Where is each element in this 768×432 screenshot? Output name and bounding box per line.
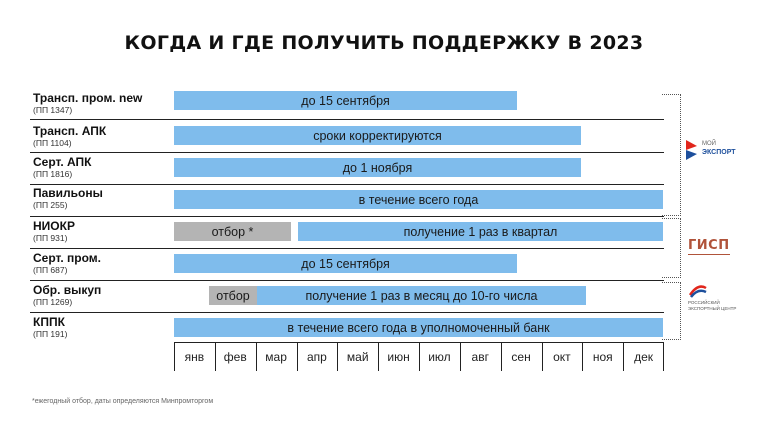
program-doc: (ПП 191) [33,329,68,339]
month-tick [296,343,298,371]
platform-bracket [662,282,681,340]
month-label: дек [634,350,654,364]
month-axis: янв фев мар апр май июн июл авг сен окт ноя дек [174,342,664,371]
month-tick [378,343,380,371]
footnote: *ежегодный отбор, даты определяются Минп… [32,398,214,405]
row-label: Трансп. пром. new (ПП 1347) [33,92,142,116]
program-name: Обр. выкуп [33,283,102,297]
row-label: Павильоны (ПП 255) [33,187,103,211]
row-separator [30,152,664,153]
timeline-bar: до 15 сентября [174,254,517,273]
month-tick [663,343,664,371]
month-label: ноя [592,350,613,364]
program-name: Серт. пром. [33,251,101,265]
selection-bar: отбор * [174,222,291,241]
timeline-bar: до 1 ноября [174,158,581,177]
month-tick [459,343,461,371]
month-label: сен [511,350,531,364]
month-tick [582,343,584,371]
timeline-bar: в течение всего года в уполномоченный ба… [174,318,663,337]
gisp-logo-text: ГИСП [688,238,730,253]
timeline-bar: сроки корректируются [174,126,581,145]
platform-bracket [662,94,681,216]
program-doc: (ПП 931) [33,233,68,243]
row-separator [30,119,664,120]
program-name: Трансп. пром. new [33,91,143,105]
month-tick [541,343,543,371]
month-tick [337,343,339,371]
selection-bar: отбор [209,286,257,305]
program-doc: (ПП 1347) [33,105,73,115]
rec-logo: РОССИЙСКИЙ ЭКСПОРТНЫЙ ЦЕНТР [688,283,744,317]
row-label: Серт. пром. (ПП 687) [33,252,101,276]
my-export-line1: МОЙ [702,141,716,147]
timeline-bar: получение 1 раз в месяц до 10-го числа [257,286,586,305]
month-label: окт [553,350,571,364]
row-label: НИОКР (ПП 931) [33,220,75,244]
row-separator [30,248,664,249]
my-export-logo: МОЙ ЭКСПОРТ [684,137,744,165]
my-export-icon [686,140,697,160]
month-label: май [346,350,369,364]
program-name: КППК [33,315,65,329]
month-tick [419,343,420,371]
program-name: Трансп. АПК [33,124,107,138]
month-label: апр [306,350,327,364]
program-doc: (ПП 1269) [33,297,73,307]
timeline-bar: в течение всего года [174,190,663,209]
program-doc: (ПП 687) [33,265,68,275]
program-name: НИОКР [33,219,75,233]
rec-line1: РОССИЙСКИЙ [688,300,720,305]
program-name: Павильоны [33,186,103,200]
timeline-bar: получение 1 раз в квартал [298,222,663,241]
timeline-bar: до 15 сентября [174,91,517,110]
program-doc: (ПП 1816) [33,169,73,179]
month-label: июл [428,350,451,364]
month-tick [623,343,625,371]
month-label: фев [223,350,247,364]
month-label: янв [184,350,205,364]
rec-emblem-icon [688,285,707,298]
month-label: авг [471,350,489,364]
row-label: Серт. АПК (ПП 1816) [33,156,91,180]
gisp-logo: ГИСП [688,238,732,258]
row-label: Обр. выкуп (ПП 1269) [33,284,101,308]
row-label: Трансп. АПК (ПП 1104) [33,125,106,149]
gisp-underline [688,254,730,255]
month-label: мар [265,350,287,364]
month-label: июн [387,350,410,364]
platform-bracket [662,218,681,278]
month-tick [174,343,175,371]
row-separator [30,280,664,281]
rec-line2: ЭКСПОРТНЫЙ ЦЕНТР [688,306,737,311]
row-separator [30,184,664,185]
row-label: КППК (ПП 191) [33,316,67,340]
program-doc: (ПП 1104) [33,138,72,148]
row-separator [30,312,664,313]
page-title: КОГДА И ГДЕ ПОЛУЧИТЬ ПОДДЕРЖКУ В 2023 [124,32,644,54]
month-tick [214,343,216,371]
month-tick [500,343,502,371]
program-name: Серт. АПК [33,155,92,169]
my-export-line2: ЭКСПОРТ [702,149,736,156]
month-tick [255,343,257,371]
program-doc: (ПП 255) [33,200,68,210]
row-separator [30,216,664,217]
